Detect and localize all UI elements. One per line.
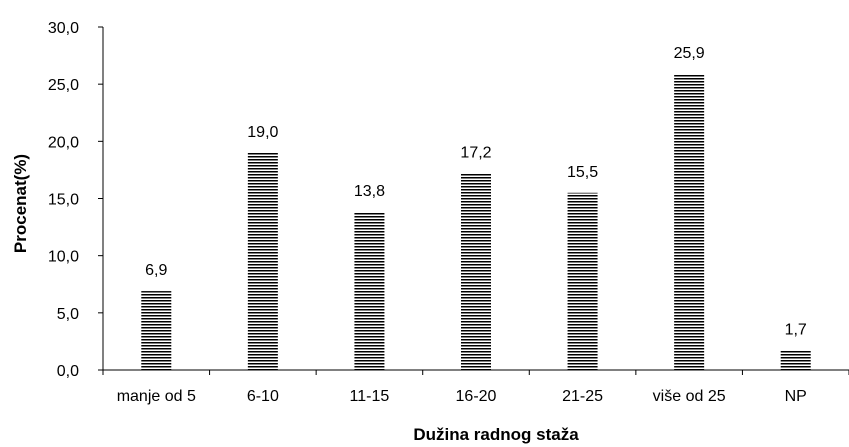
x-axis: manje od 5 6-10 11-15 16-20 21-25 više od 25 N… bbox=[102, 369, 849, 405]
bar bbox=[780, 350, 811, 370]
data-label: 1,7 bbox=[785, 322, 807, 339]
y-tick-label: 15,0 bbox=[48, 192, 79, 209]
data-label: 15,5 bbox=[567, 164, 598, 181]
x-axis-title: Dužina radnog staža bbox=[413, 425, 579, 444]
x-tick-label: više od 25 bbox=[653, 388, 726, 405]
bar bbox=[141, 291, 172, 370]
y-tick-label: 25,0 bbox=[48, 77, 79, 94]
bar bbox=[567, 192, 598, 370]
y-tick-label: 5,0 bbox=[57, 306, 79, 323]
bar bbox=[247, 152, 278, 370]
bars bbox=[141, 73, 811, 371]
y-axis: 0,0 5,0 10,0 15,0 20,0 25,0 30,0 bbox=[48, 20, 104, 380]
data-label: 17,2 bbox=[460, 144, 491, 161]
y-tick-label: 20,0 bbox=[48, 134, 79, 151]
y-axis-title: Procenat(%) bbox=[11, 154, 30, 253]
bar bbox=[461, 173, 491, 370]
data-label: 6,9 bbox=[145, 262, 167, 279]
x-tick-label: 11-15 bbox=[350, 388, 390, 405]
y-tick-label: 10,0 bbox=[48, 249, 79, 266]
bar bbox=[674, 73, 705, 371]
x-tick-label: NP bbox=[785, 388, 807, 405]
x-tick-label: manje od 5 bbox=[117, 388, 196, 405]
y-tick-label: 0,0 bbox=[57, 363, 79, 380]
x-tick-label: 6-10 bbox=[247, 388, 279, 405]
data-labels: 6,9 19,0 13,8 17,2 15,5 25,9 1,7 bbox=[145, 45, 807, 339]
data-label: 13,8 bbox=[354, 183, 385, 200]
x-tick-label: 21-25 bbox=[562, 388, 603, 405]
bar bbox=[354, 212, 385, 370]
data-label: 19,0 bbox=[247, 124, 278, 141]
x-tick-label: 16-20 bbox=[456, 388, 497, 405]
data-label: 25,9 bbox=[674, 45, 705, 62]
y-tick-label: 30,0 bbox=[48, 20, 79, 37]
